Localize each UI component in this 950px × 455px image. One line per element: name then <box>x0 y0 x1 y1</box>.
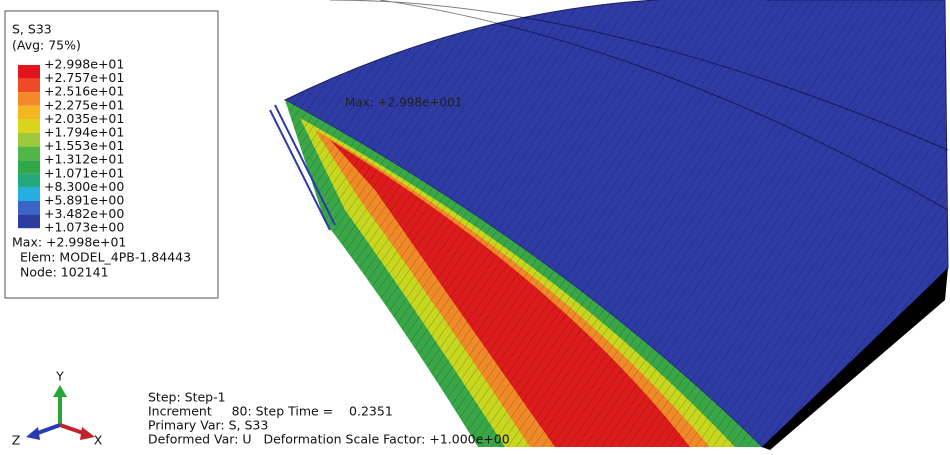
legend-label: +1.312e+01 <box>44 152 124 167</box>
axis-label-x: X <box>94 433 103 448</box>
legend-label: +1.794e+01 <box>44 125 124 140</box>
legend-band <box>18 78 40 93</box>
legend-label: +1.071e+01 <box>44 165 124 180</box>
legend-band <box>18 214 40 229</box>
axis-label-y: Y <box>55 369 64 384</box>
axis-label-z: Z <box>12 433 21 448</box>
status-line: Step: Step-1 <box>148 390 226 405</box>
legend-label: +3.482e+00 <box>44 206 124 221</box>
legend-label: +2.998e+01 <box>44 57 124 72</box>
legend-band <box>18 92 40 106</box>
axis-triad <box>26 385 95 440</box>
legend-label: +1.073e+00 <box>44 220 124 235</box>
legend-label: +2.516e+01 <box>44 84 124 99</box>
legend-band <box>18 187 40 201</box>
legend-label: +2.275e+01 <box>44 97 124 112</box>
legend-band <box>18 65 40 79</box>
max-info-line: Max: +2.998e+01 <box>12 235 126 250</box>
legend-band <box>18 133 40 147</box>
legend-band <box>18 173 40 188</box>
legend-label: +5.891e+00 <box>44 193 124 208</box>
legend-subtitle: (Avg: 75%) <box>12 38 81 53</box>
legend: +2.998e+01+2.757e+01+2.516e+01+2.275e+01… <box>18 57 124 235</box>
legend-band <box>18 105 40 120</box>
legend-box <box>4 10 219 299</box>
legend-band <box>18 201 40 215</box>
model-annotation: Max: +2.998e+001 <box>345 96 462 110</box>
legend-band <box>18 160 40 174</box>
max-info-line: Node: 102141 <box>20 265 109 280</box>
legend-label: +8.300e+00 <box>44 179 124 194</box>
max-info-line: Elem: MODEL_4PB-1.84443 <box>20 250 191 265</box>
status-line: Deformed Var: U Deformation Scale Factor… <box>148 432 510 447</box>
legend-label: +2.035e+01 <box>44 111 124 126</box>
legend-band <box>18 146 40 161</box>
legend-title: S, S33 <box>12 22 52 37</box>
legend-band <box>18 119 40 133</box>
legend-label: +2.757e+01 <box>44 70 124 85</box>
status-line: Increment 80: Step Time = 0.2351 <box>148 404 393 419</box>
status-line: Primary Var: S, S33 <box>148 418 268 433</box>
model <box>269 0 949 450</box>
legend-label: +1.553e+01 <box>44 138 124 153</box>
